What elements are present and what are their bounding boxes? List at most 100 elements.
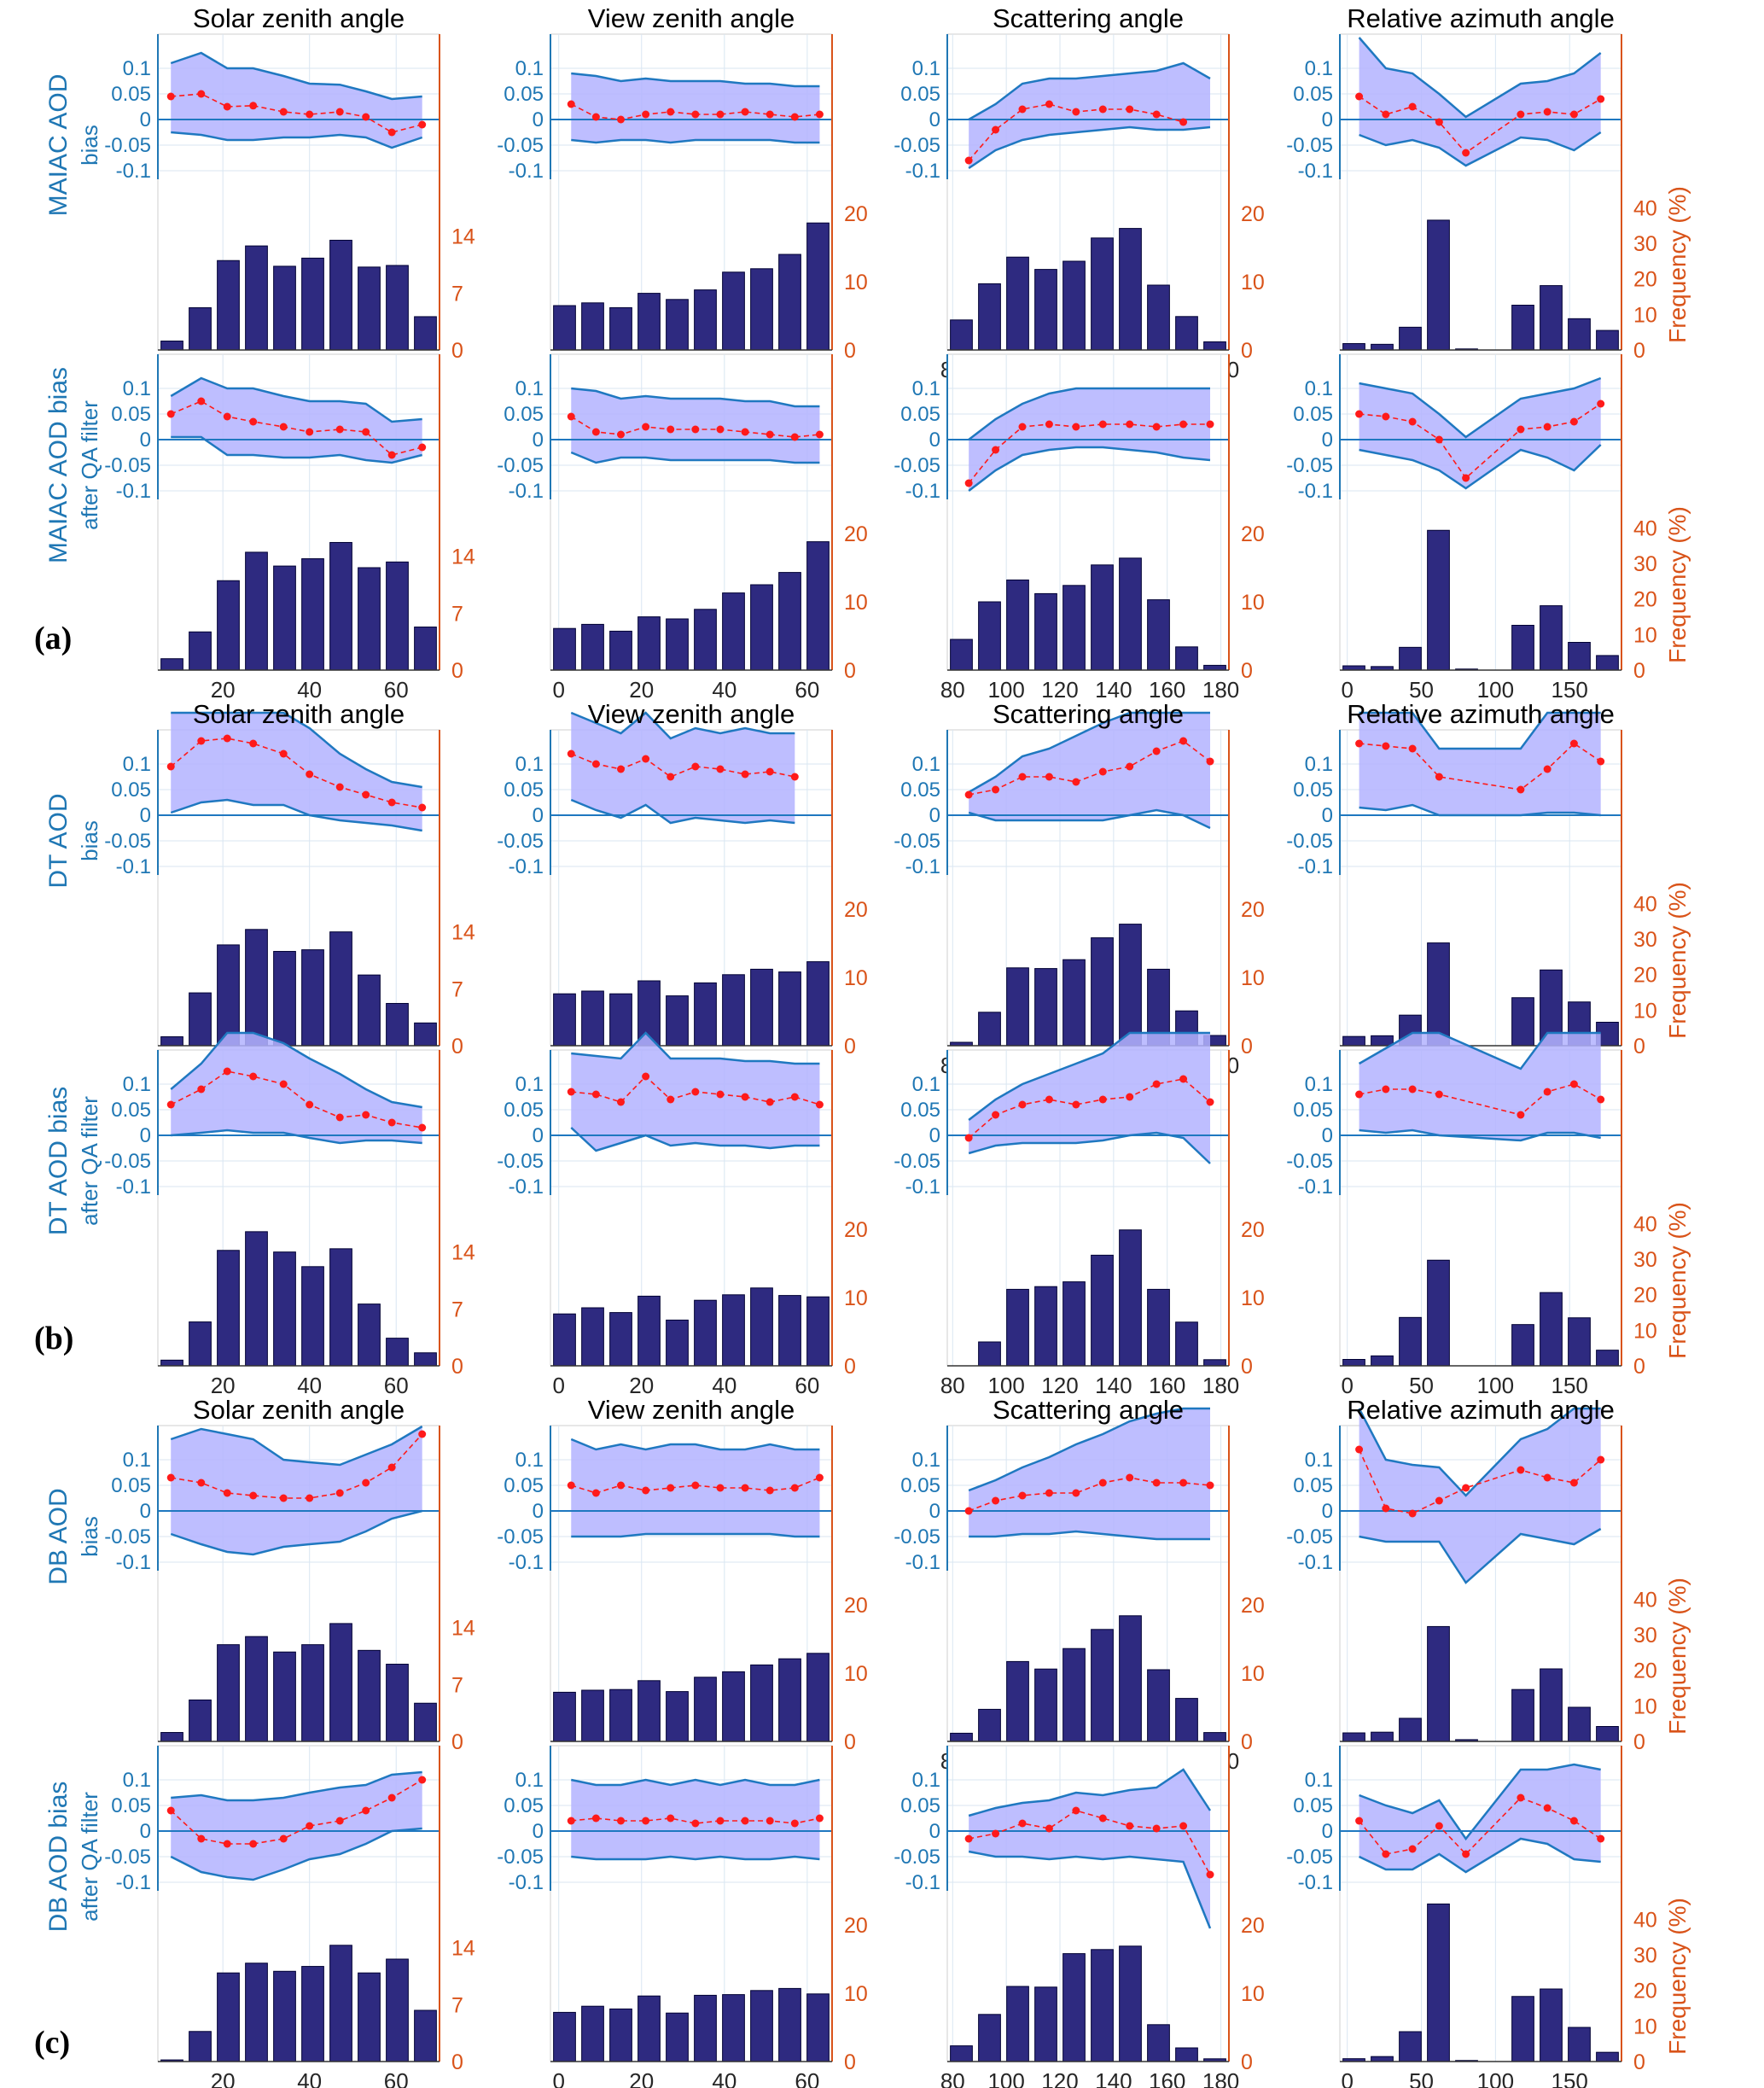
frequency-bar: [1399, 326, 1422, 351]
row-label-line-2: after QA filter: [77, 1792, 102, 1922]
median-point: [1355, 92, 1364, 101]
frequency-bar: [160, 1036, 183, 1047]
frequency-bar: [806, 1296, 830, 1367]
frequency-bar: [1371, 343, 1394, 351]
x-tick-label: 160: [1149, 1373, 1185, 1398]
bias-tick-label: -0.05: [497, 1150, 544, 1173]
frequency-bar: [1342, 1359, 1365, 1367]
bias-tick-label: 0.05: [504, 403, 544, 426]
bias-tick-label: 0.05: [111, 1794, 151, 1817]
upper-bound-line: [571, 72, 820, 88]
bias-band: [571, 73, 820, 143]
frequency-bar: [189, 306, 212, 351]
x-tick-label: 20: [629, 677, 654, 703]
bias-tick-label: 0.1: [912, 377, 940, 400]
frequency-tick-label: 20: [844, 202, 868, 226]
median-point: [1018, 1100, 1027, 1109]
median-point: [766, 1098, 774, 1106]
frequency-bar: [189, 1321, 212, 1367]
median-point: [1206, 1481, 1214, 1490]
median-point: [1098, 767, 1107, 776]
median-point: [1072, 423, 1080, 431]
median-point: [306, 1100, 314, 1109]
median-line: [968, 423, 1210, 484]
median-point: [1126, 105, 1134, 114]
frequency-bar: [609, 993, 632, 1047]
frequency-bar: [1091, 564, 1114, 671]
median-point: [1517, 1466, 1525, 1474]
frequency-tick-label: 30: [1633, 552, 1657, 576]
row-label-line-1: MAIAC AOD: [44, 74, 73, 217]
bias-tick-label: 0.05: [111, 1099, 151, 1122]
frequency-tick-label: 14: [451, 1617, 475, 1641]
bias-tick-label: 0: [140, 804, 151, 827]
median-point: [197, 1479, 206, 1487]
median-point: [741, 1484, 749, 1492]
frequency-tick-label: 20: [1241, 1914, 1265, 1938]
median-point: [1435, 1822, 1443, 1830]
frequency-bar: [273, 565, 296, 671]
x-tick-label: 120: [1041, 2068, 1078, 2088]
frequency-bar: [1091, 1254, 1114, 1367]
x-tick-label: 20: [211, 677, 236, 703]
frequency-tick-label: 40: [1633, 892, 1657, 916]
frequency-bar: [1596, 1350, 1619, 1367]
frequency-tick-label: 10: [844, 1286, 868, 1310]
lower-bound-line: [571, 1532, 820, 1538]
frequency-bar: [750, 268, 773, 351]
median-point: [716, 1090, 725, 1099]
bias-tick-label: 0.05: [504, 1794, 544, 1817]
median-point: [1569, 739, 1578, 748]
bias-tick-label: 0: [929, 804, 940, 827]
frequency-bar: [1062, 1281, 1086, 1367]
frequency-tick-label: 10: [1241, 1662, 1265, 1686]
frequency-bar: [750, 968, 773, 1047]
median-point: [691, 110, 700, 119]
median-point: [418, 803, 427, 812]
upper-bound-line: [571, 387, 820, 408]
frequency-bar: [1034, 968, 1057, 1047]
median-point: [166, 1100, 175, 1109]
frequency-bar: [358, 1972, 381, 2062]
median-point: [1098, 1814, 1107, 1823]
median-point: [1355, 739, 1364, 748]
frequency-bar: [806, 222, 830, 351]
frequency-bar: [1175, 2047, 1198, 2062]
frequency-bar: [666, 2012, 689, 2062]
frequency-bar: [553, 305, 576, 351]
frequency-bar: [1147, 1669, 1170, 1742]
lower-bound-line: [1359, 444, 1602, 490]
bias-tick-label: 0.1: [1305, 1769, 1333, 1792]
upper-bound-line: [968, 1031, 1210, 1121]
frequency-bar: [750, 1664, 773, 1742]
frequency-bar: [414, 1022, 437, 1047]
frequency-bar: [358, 1304, 381, 1367]
frequency-bar: [358, 1649, 381, 1742]
frequency-tick-label: 14: [451, 545, 475, 569]
median-point: [716, 110, 725, 119]
median-point: [223, 1489, 231, 1497]
median-point: [197, 1085, 206, 1094]
x-tick-label: 120: [1041, 1373, 1078, 1398]
frequency-bar: [722, 271, 745, 351]
frequency-bar: [1006, 1660, 1029, 1742]
frequency-bar: [1062, 585, 1086, 671]
lower-bound-line: [171, 131, 423, 149]
bias-tick-label: 0.1: [123, 1769, 151, 1792]
frequency-bar: [1371, 1731, 1394, 1742]
frequency-bar: [637, 293, 661, 351]
upper-bound-line: [570, 711, 795, 740]
upper-bound-line: [1358, 1031, 1601, 1070]
frequency-tick-label: 20: [1241, 1218, 1265, 1242]
bias-tick-label: 0.05: [900, 779, 940, 802]
median-point: [335, 1489, 344, 1497]
bias-tick-label: 0.1: [912, 1449, 940, 1472]
median-point: [387, 1793, 396, 1802]
row-label: DB AOD bias after QA filter: [44, 1782, 102, 1933]
frequency-tick-label: 0: [844, 1730, 856, 1754]
lower-bound-line: [170, 1827, 422, 1881]
row-label: DT AOD bias after QA filter: [44, 1087, 102, 1236]
lower-bound-line: [968, 1850, 1212, 1929]
